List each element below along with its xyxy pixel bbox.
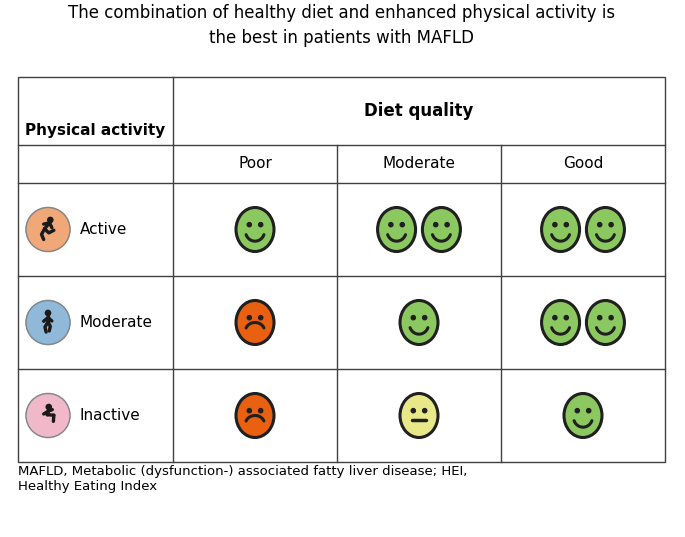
- Circle shape: [411, 316, 415, 320]
- Circle shape: [26, 207, 70, 251]
- Circle shape: [553, 316, 557, 320]
- Ellipse shape: [377, 207, 416, 251]
- Circle shape: [48, 217, 53, 222]
- Text: Moderate: Moderate: [382, 156, 456, 171]
- Ellipse shape: [236, 207, 274, 251]
- Circle shape: [553, 222, 557, 227]
- Circle shape: [575, 409, 580, 413]
- Text: Moderate: Moderate: [80, 315, 153, 330]
- Ellipse shape: [423, 207, 460, 251]
- Circle shape: [46, 404, 51, 410]
- Circle shape: [434, 222, 438, 227]
- Ellipse shape: [586, 301, 625, 345]
- Circle shape: [564, 222, 569, 227]
- Text: Poor: Poor: [238, 156, 272, 171]
- Text: MAFLD, Metabolic (dysfunction-) associated fatty liver disease; HEI,
Healthy Eat: MAFLD, Metabolic (dysfunction-) associat…: [18, 465, 467, 493]
- Circle shape: [247, 409, 251, 413]
- Circle shape: [259, 222, 263, 227]
- Text: Inactive: Inactive: [80, 408, 140, 423]
- Ellipse shape: [236, 301, 274, 345]
- Ellipse shape: [400, 394, 438, 438]
- Text: Good: Good: [563, 156, 603, 171]
- Ellipse shape: [236, 394, 274, 438]
- Text: Physical activity: Physical activity: [25, 122, 166, 137]
- Circle shape: [389, 222, 393, 227]
- Ellipse shape: [542, 301, 580, 345]
- Circle shape: [423, 409, 427, 413]
- Circle shape: [564, 316, 569, 320]
- Circle shape: [247, 316, 251, 320]
- Text: the best in patients with MAFLD: the best in patients with MAFLD: [210, 29, 475, 47]
- Bar: [18, 77, 665, 462]
- Circle shape: [597, 222, 602, 227]
- Ellipse shape: [586, 207, 625, 251]
- Circle shape: [423, 316, 427, 320]
- Circle shape: [45, 310, 51, 316]
- Circle shape: [259, 409, 263, 413]
- Circle shape: [609, 222, 613, 227]
- Text: Diet quality: Diet quality: [364, 102, 474, 120]
- Circle shape: [400, 222, 404, 227]
- Circle shape: [597, 316, 602, 320]
- Circle shape: [26, 301, 70, 345]
- Circle shape: [445, 222, 449, 227]
- Circle shape: [26, 394, 70, 438]
- Ellipse shape: [542, 207, 580, 251]
- Circle shape: [609, 316, 613, 320]
- Ellipse shape: [400, 301, 438, 345]
- Circle shape: [586, 409, 590, 413]
- Text: The combination of healthy diet and enhanced physical activity is: The combination of healthy diet and enha…: [68, 4, 616, 22]
- Ellipse shape: [564, 394, 602, 438]
- Text: Active: Active: [80, 222, 127, 237]
- Circle shape: [411, 409, 415, 413]
- Circle shape: [247, 222, 251, 227]
- Circle shape: [259, 316, 263, 320]
